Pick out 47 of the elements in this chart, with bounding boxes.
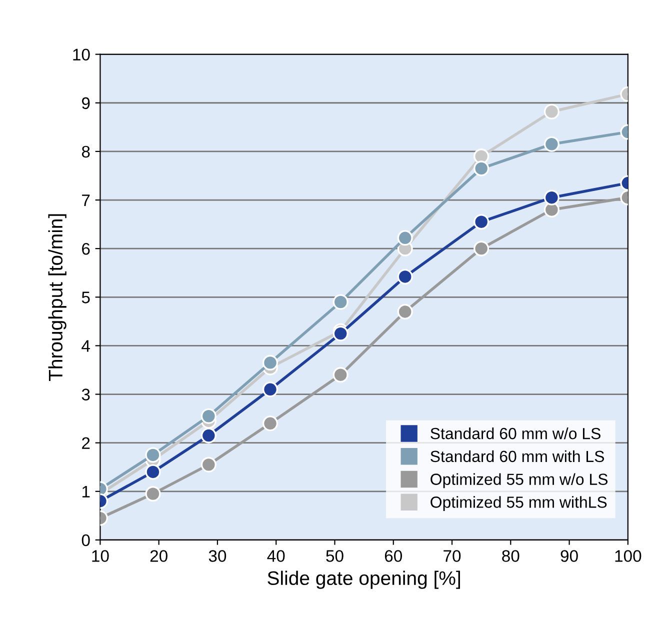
point: [544, 190, 560, 206]
y-tick-label: 8: [82, 146, 90, 158]
point: [262, 382, 278, 398]
x-tick-label: 50: [326, 550, 344, 562]
y-axis-title: Throughput [to/min]: [48, 214, 66, 381]
y-tick-label: 2: [82, 437, 90, 449]
point: [544, 104, 560, 120]
x-tick-label: 70: [444, 550, 461, 562]
y-tick-label: 6: [82, 242, 90, 255]
x-tick-label: 60: [384, 550, 402, 562]
y-tick-label: 9: [82, 97, 90, 110]
y-tick-label: 3: [82, 388, 90, 400]
x-tick-label: 100: [615, 550, 642, 562]
point: [474, 160, 490, 176]
legend-label: Standard 60 mm with LS: [430, 450, 604, 462]
point: [474, 240, 490, 256]
point: [332, 367, 348, 383]
point: [145, 447, 161, 463]
y-tick-label: 4: [82, 340, 90, 352]
point: [397, 230, 413, 246]
x-axis-title: Slide gate opening [%]: [268, 570, 460, 589]
point: [200, 428, 216, 444]
point: [397, 268, 413, 285]
x-tick-label: 40: [267, 550, 285, 562]
point: [332, 294, 348, 310]
x-tick-label: 20: [150, 550, 168, 562]
point: [262, 354, 278, 370]
point: [474, 214, 490, 230]
x-tick-label: 90: [560, 550, 578, 562]
point: [145, 486, 161, 502]
point: [397, 304, 413, 320]
legend-label: Optimized 55 mm w/o LS: [430, 473, 608, 488]
point: [262, 416, 278, 432]
point: [145, 464, 161, 480]
y-tick-label: 10: [73, 48, 90, 61]
point: [200, 456, 216, 472]
legend-label: Standard 60 mm w/o LS: [430, 427, 600, 440]
legend-label: Optimized 55 mm withLS: [430, 496, 607, 512]
x-tick-label: 80: [502, 550, 520, 562]
y-tick-label: 7: [82, 194, 90, 206]
point: [200, 408, 216, 424]
y-tick-label: 0: [82, 534, 90, 546]
x-tick-label: 10: [92, 550, 109, 562]
y-tick-label: 5: [82, 292, 90, 304]
point: [544, 136, 560, 152]
x-tick-label: 30: [208, 550, 226, 562]
y-tick-label: 1: [82, 486, 90, 498]
